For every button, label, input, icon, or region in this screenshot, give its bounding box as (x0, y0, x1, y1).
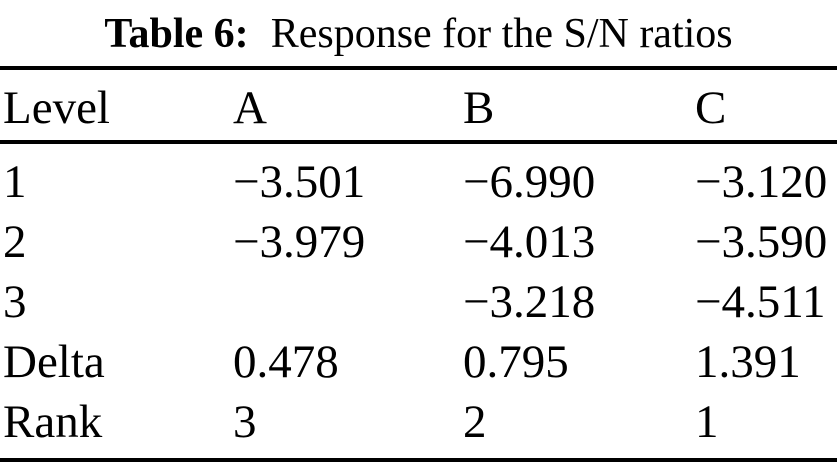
table-cell: 0.795 (463, 336, 569, 388)
table-row-level-3: 3 −3.218 −4.511 (0, 272, 837, 332)
table-row-level-2: 2 −3.979 −4.013 −3.590 (0, 212, 837, 272)
table-cell: −6.990 (463, 156, 596, 208)
table-caption-label: Table 6: (104, 11, 249, 57)
header-row: Level A B C (0, 68, 837, 142)
table-cell: −4.511 (695, 276, 826, 328)
table-row-delta: Delta 0.478 0.795 1.391 (0, 332, 837, 392)
table-cell: −3.218 (463, 276, 596, 328)
table-cell: 3 (233, 396, 257, 448)
column-header-b: B (463, 82, 495, 134)
table-cell: −4.013 (463, 216, 596, 268)
table-caption: Table 6: Response for the S/N ratios (0, 0, 837, 66)
table-cell: −3.120 (695, 156, 828, 208)
table-row-level-1: 1 −3.501 −6.990 −3.120 (0, 142, 837, 212)
table-cell: 0.478 (233, 336, 339, 388)
table-cell: 2 (3, 216, 27, 268)
table-cell: 1 (695, 396, 719, 448)
table-cell: 1.391 (695, 336, 801, 388)
table-cell-empty (233, 272, 463, 332)
table-cell: Rank (3, 396, 103, 448)
table-cell: −3.501 (233, 156, 366, 208)
table-header: Level A B C (0, 68, 837, 142)
column-header-level: Level (3, 82, 110, 134)
table-caption-text: Response for the S/N ratios (270, 11, 733, 57)
table-row-rank: Rank 3 2 1 (0, 392, 837, 460)
sn-ratio-table: Level A B C 1 −3.501 −6.990 −3.120 2 −3.… (0, 66, 837, 462)
table-cell: −3.590 (695, 216, 828, 268)
table-cell: −3.979 (233, 216, 366, 268)
column-header-a: A (233, 82, 267, 134)
table-cell: 3 (3, 276, 27, 328)
table-cell: 1 (3, 156, 27, 208)
column-header-c: C (695, 82, 727, 134)
table-body: 1 −3.501 −6.990 −3.120 2 −3.979 −4.013 −… (0, 142, 837, 460)
table-cell: Delta (3, 336, 105, 388)
table-cell: 2 (463, 396, 487, 448)
